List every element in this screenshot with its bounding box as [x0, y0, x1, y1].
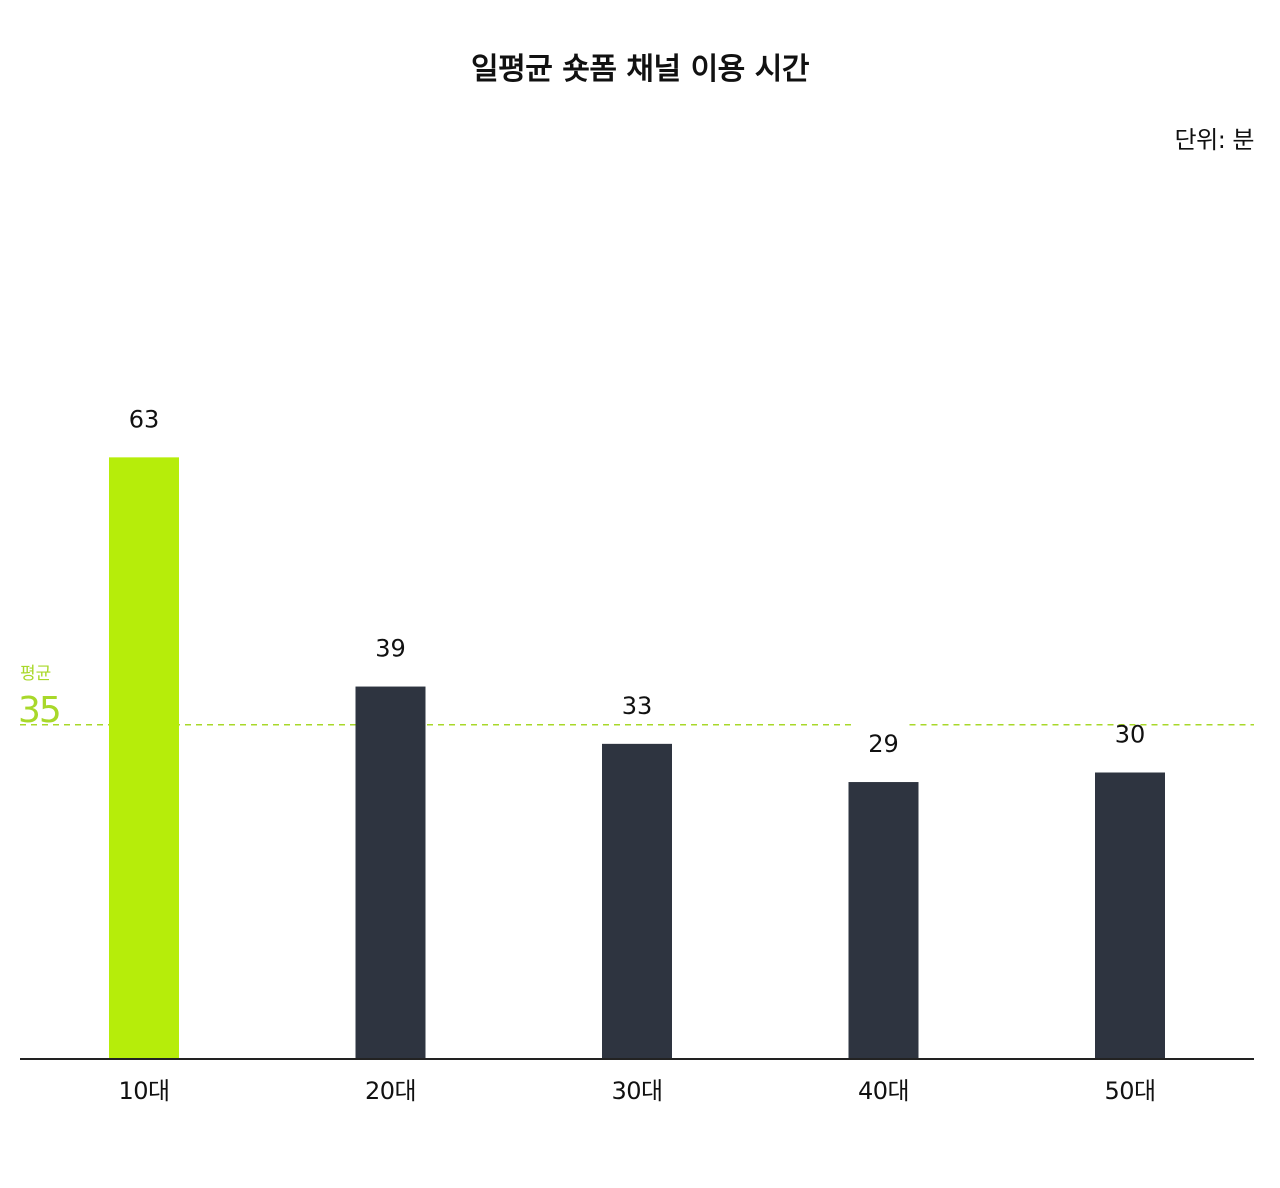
labels-layer: 63 10대 39 20대 33 30대 29 40대 30 50대 — [118, 405, 1156, 1105]
bar — [602, 743, 672, 1059]
bar-value-label: 33 — [622, 692, 653, 720]
bar-value-label: 63 — [129, 405, 160, 433]
average-layer: 평균 35 — [18, 664, 1254, 731]
bar-value-label: 30 — [1115, 721, 1146, 749]
bar — [1095, 772, 1165, 1059]
chart-title: 일평균 숏폼 채널 이용 시간 — [471, 52, 809, 87]
x-tick-label: 50대 — [1104, 1077, 1155, 1105]
bar — [848, 782, 919, 1059]
average-label: 평균 — [20, 664, 51, 684]
x-tick-label: 30대 — [611, 1077, 662, 1105]
x-tick-label: 10대 — [118, 1077, 169, 1105]
bar — [109, 457, 179, 1060]
x-tick-label: 40대 — [858, 1077, 909, 1105]
bar — [355, 686, 426, 1059]
bar-value-label: 39 — [375, 635, 406, 663]
bars-layer — [109, 457, 1165, 1060]
bar-value-label: 29 — [868, 730, 899, 758]
average-value: 35 — [18, 690, 60, 731]
x-tick-label: 20대 — [365, 1077, 416, 1105]
unit-label: 단위: 분 — [1174, 126, 1255, 154]
